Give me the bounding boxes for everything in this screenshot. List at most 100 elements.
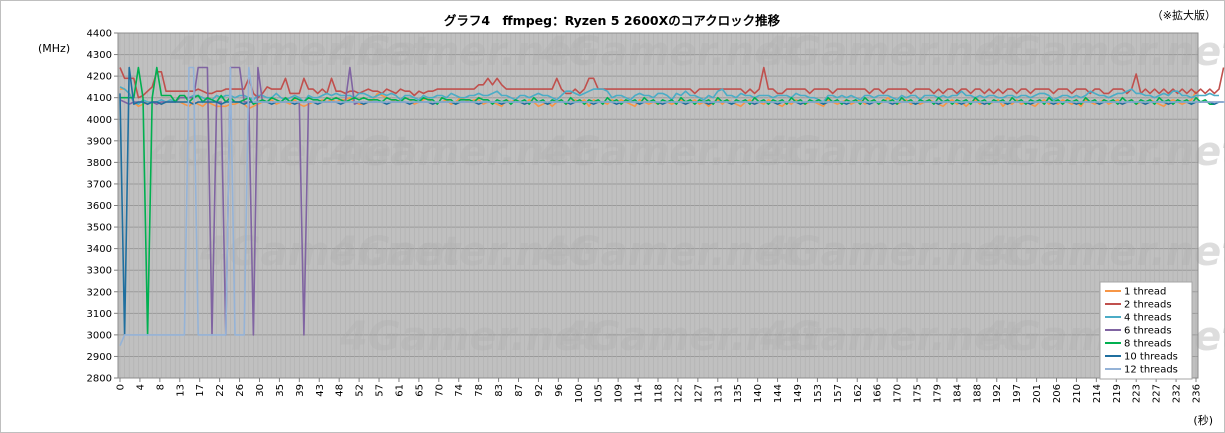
y-tick-label: 4100 bbox=[87, 93, 112, 104]
x-tick-label: 184 bbox=[952, 384, 963, 403]
x-tick-label: 175 bbox=[913, 384, 924, 403]
x-tick-label: 157 bbox=[833, 384, 844, 403]
series-line bbox=[119, 66, 1225, 99]
x-tick-label: 149 bbox=[793, 384, 804, 403]
x-tick-label: 92 bbox=[534, 384, 545, 397]
x-tick-label: 214 bbox=[1092, 384, 1103, 403]
x-tick-label: 236 bbox=[1192, 384, 1203, 403]
x-tick-label: 70 bbox=[434, 384, 445, 397]
legend-label: 6 threads bbox=[1124, 326, 1172, 337]
y-tick-label: 4300 bbox=[87, 50, 112, 61]
x-tick-label: 188 bbox=[972, 384, 983, 403]
x-tick-label: 105 bbox=[594, 384, 605, 403]
x-tick-label: 162 bbox=[853, 384, 864, 403]
y-tick-label: 3700 bbox=[87, 179, 112, 190]
x-tick-label: 227 bbox=[1152, 384, 1163, 403]
x-tick-label: 87 bbox=[514, 384, 525, 397]
chart-subtitle: （※拡大版） bbox=[1152, 8, 1216, 22]
x-tick-label: 170 bbox=[893, 384, 904, 403]
watermark-text: 4Gamer.net bbox=[979, 229, 1225, 275]
x-tick-label: 100 bbox=[574, 384, 585, 403]
x-tick-label: 22 bbox=[215, 384, 226, 397]
chart-title: グラフ4 ffmpeg：Ryzen 5 2600Xのコアクロック推移 bbox=[444, 13, 781, 28]
y-tick-label: 3800 bbox=[87, 158, 112, 169]
watermark-text: 4Gamer.net bbox=[199, 229, 462, 275]
x-tick-label: 17 bbox=[195, 384, 206, 397]
y-tick-label: 3000 bbox=[87, 330, 112, 341]
x-tick-label: 109 bbox=[614, 384, 625, 403]
y-tick-label: 3500 bbox=[87, 223, 112, 234]
watermark-text: 4Gamer.net bbox=[339, 314, 602, 360]
x-tick-label: 35 bbox=[275, 384, 286, 397]
x-tick-label: 57 bbox=[375, 384, 386, 397]
y-tick-label: 2900 bbox=[87, 352, 112, 363]
watermark-text: 4Gamer.net bbox=[979, 129, 1225, 175]
x-tick-label: 8 bbox=[155, 384, 166, 390]
legend-label: 1 thread bbox=[1124, 287, 1166, 298]
legend-label: 4 threads bbox=[1124, 313, 1172, 324]
y-tick-label: 3100 bbox=[87, 309, 112, 320]
y-tick-label: 4400 bbox=[87, 29, 112, 40]
legend-label: 8 threads bbox=[1124, 339, 1172, 350]
legend-label: 2 threads bbox=[1124, 300, 1172, 311]
x-tick-label: 83 bbox=[494, 384, 505, 397]
x-tick-label: 74 bbox=[454, 384, 465, 397]
x-tick-label: 127 bbox=[693, 384, 704, 403]
x-tick-label: 206 bbox=[1052, 384, 1063, 403]
x-tick-label: 122 bbox=[673, 384, 684, 403]
series-line bbox=[119, 66, 1225, 347]
legend: 1 thread 2 threads 4 threads 6 threads 8 thr… bbox=[1099, 281, 1193, 380]
x-axis: 0 4 8 13 17 22 26 30 35 39 43 48 52 57 61 65 70 74 78 83 87 9… bbox=[116, 378, 1203, 403]
y-tick-label: 3900 bbox=[87, 136, 112, 147]
x-tick-label: 219 bbox=[1112, 384, 1123, 403]
y-tick-label: 4200 bbox=[87, 72, 112, 83]
y-axis-label: (MHz) bbox=[38, 42, 70, 55]
y-tick-label: 3400 bbox=[87, 244, 112, 255]
y-tick-label: 3300 bbox=[87, 266, 112, 277]
x-tick-label: 144 bbox=[773, 384, 784, 403]
x-tick-label: 30 bbox=[255, 384, 266, 397]
y-tick-label: 3200 bbox=[87, 287, 112, 298]
x-tick-label: 166 bbox=[873, 384, 884, 403]
x-tick-label: 78 bbox=[474, 384, 485, 397]
watermark-text: 4Gamer.net bbox=[169, 29, 432, 75]
watermark-text: 4Gamer.net bbox=[539, 29, 802, 75]
x-tick-label: 13 bbox=[175, 384, 186, 397]
x-tick-label: 197 bbox=[1012, 384, 1023, 403]
x-tick-label: 43 bbox=[315, 384, 326, 397]
watermark-text: 4Gamer.net bbox=[759, 29, 1022, 75]
legend-label: 10 threads bbox=[1124, 352, 1178, 363]
watermark-text: 4Gamer.net bbox=[539, 229, 802, 275]
x-tick-label: 201 bbox=[1032, 384, 1043, 403]
x-tick-label: 179 bbox=[932, 384, 943, 403]
x-tick-label: 65 bbox=[414, 384, 425, 397]
x-tick-label: 223 bbox=[1132, 384, 1143, 403]
y-tick-label: 2800 bbox=[87, 374, 112, 385]
x-tick-label: 118 bbox=[654, 384, 665, 403]
legend-label: 12 threads bbox=[1124, 365, 1178, 376]
x-tick-label: 52 bbox=[355, 384, 366, 397]
watermark-text: 4Gamer.net bbox=[979, 29, 1225, 75]
watermark-text: 4Gamer.net bbox=[759, 229, 1022, 275]
y-axis: 2800 2900 3000 3100 3200 3300 3400 3500 3600 3700… bbox=[87, 29, 118, 385]
x-tick-label: 131 bbox=[713, 384, 724, 403]
x-tick-label: 26 bbox=[235, 384, 246, 397]
series-lines bbox=[119, 66, 1225, 347]
x-tick-label: 4 bbox=[135, 384, 146, 390]
x-tick-label: 140 bbox=[753, 384, 764, 403]
x-axis-label: (秒) bbox=[1193, 413, 1213, 427]
x-tick-label: 39 bbox=[295, 384, 306, 397]
x-tick-label: 48 bbox=[335, 384, 346, 397]
x-tick-label: 192 bbox=[992, 384, 1003, 403]
x-tick-label: 96 bbox=[554, 384, 565, 397]
x-tick-label: 210 bbox=[1072, 384, 1083, 403]
x-tick-label: 232 bbox=[1172, 384, 1183, 403]
x-tick-label: 0 bbox=[116, 384, 127, 390]
y-tick-label: 3600 bbox=[87, 201, 112, 212]
x-tick-label: 61 bbox=[394, 384, 405, 397]
y-tick-label: 4000 bbox=[87, 115, 112, 126]
watermark-text: 4Gamer.net bbox=[759, 129, 1022, 175]
watermark-text: 4Gamer.net bbox=[759, 314, 1022, 360]
x-tick-label: 135 bbox=[733, 384, 744, 403]
